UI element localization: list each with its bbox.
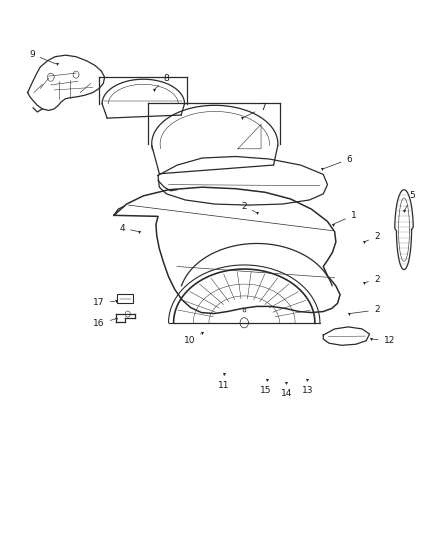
Text: 2: 2 bbox=[365, 275, 379, 284]
Text: 2: 2 bbox=[365, 232, 379, 241]
Text: 16: 16 bbox=[93, 319, 115, 328]
Text: 4: 4 bbox=[120, 224, 138, 232]
Text: 15: 15 bbox=[260, 380, 272, 395]
Text: 6: 6 bbox=[323, 155, 352, 169]
Text: 17: 17 bbox=[93, 298, 115, 307]
Text: 8: 8 bbox=[155, 74, 170, 89]
Text: 10: 10 bbox=[184, 334, 201, 345]
Text: 11: 11 bbox=[217, 374, 229, 390]
Text: 14: 14 bbox=[281, 383, 292, 398]
Bar bbox=[117, 294, 133, 303]
Text: 2: 2 bbox=[351, 305, 379, 314]
Text: 12: 12 bbox=[373, 336, 395, 345]
Text: 5: 5 bbox=[405, 191, 415, 210]
Text: 7: 7 bbox=[244, 103, 266, 117]
Text: 9: 9 bbox=[29, 50, 56, 64]
Text: 1: 1 bbox=[334, 211, 357, 224]
Text: 13: 13 bbox=[301, 380, 313, 395]
Text: 2: 2 bbox=[241, 201, 256, 212]
